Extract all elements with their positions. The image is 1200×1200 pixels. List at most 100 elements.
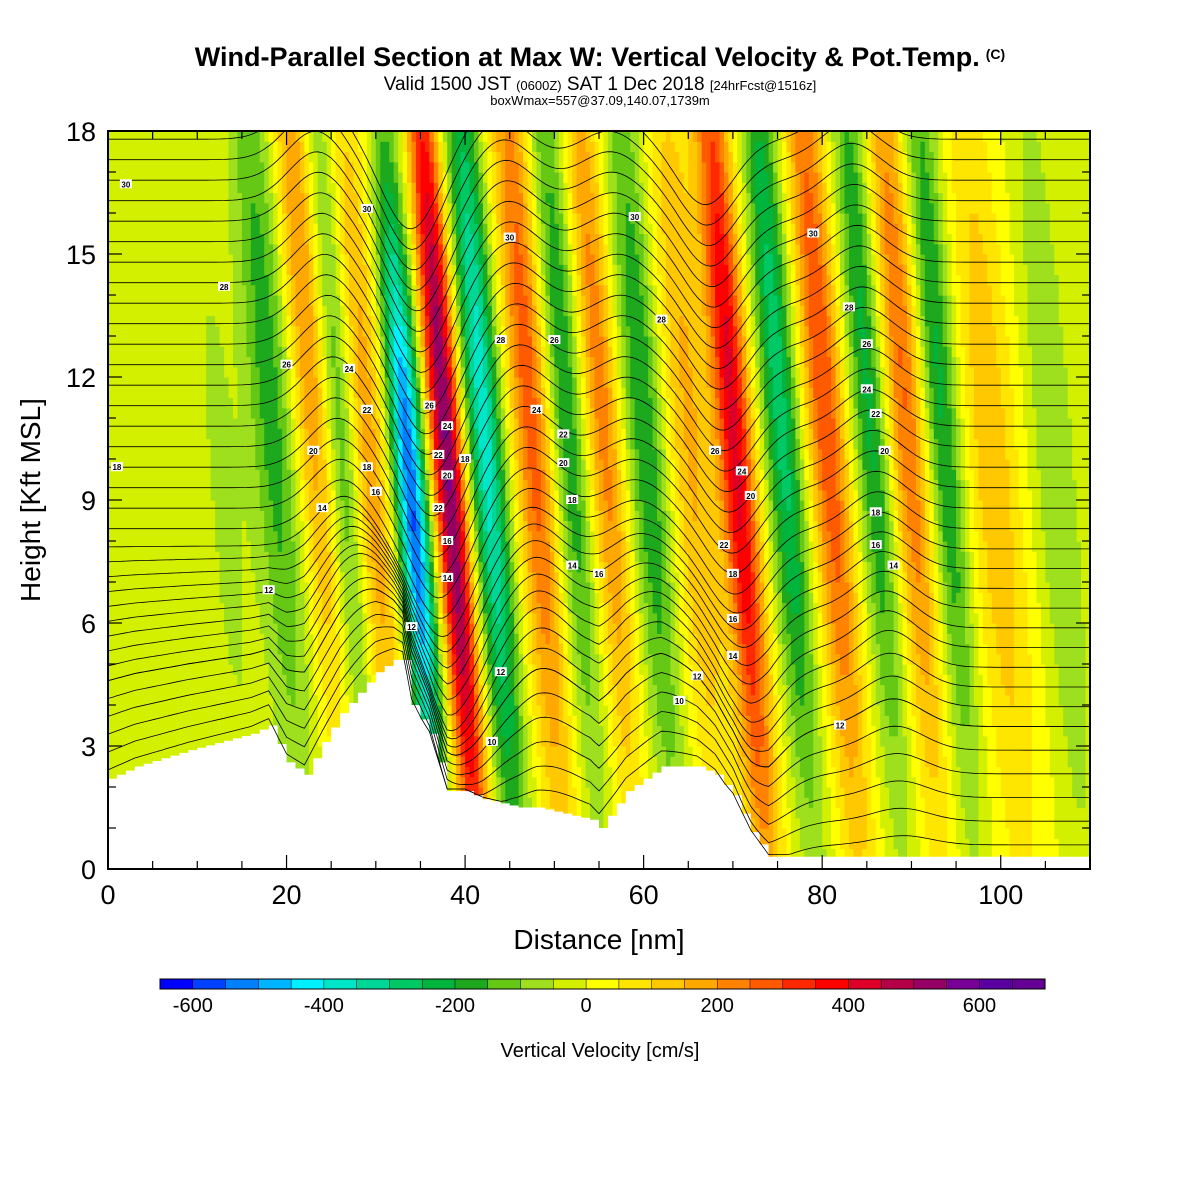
- w-cell: [157, 243, 163, 255]
- w-cell: [349, 448, 355, 460]
- w-cell: [224, 315, 230, 327]
- w-cell: [232, 500, 239, 511]
- w-cell: [237, 571, 243, 583]
- w-cell: [291, 356, 297, 368]
- w-cell: [331, 182, 337, 194]
- w-cell: [237, 469, 243, 481]
- w-cell: [340, 612, 346, 624]
- w-cell: [268, 223, 274, 235]
- w-cell: [362, 479, 368, 491]
- w-cell: [286, 459, 292, 470]
- w-cell: [304, 274, 310, 286]
- w-cell: [112, 172, 118, 183]
- w-cell: [148, 387, 154, 399]
- w-cell: [393, 459, 399, 470]
- w-cell: [291, 336, 297, 347]
- w-cell: [331, 541, 337, 552]
- w-cell: [224, 684, 230, 696]
- w-cell: [130, 561, 136, 573]
- w-cell: [313, 571, 319, 583]
- w-cell: [273, 264, 279, 276]
- w-cell: [130, 684, 136, 696]
- w-cell: [116, 325, 122, 337]
- w-cell: [139, 602, 145, 614]
- w-cell: [366, 418, 372, 429]
- w-cell: [389, 192, 395, 204]
- w-cell: [201, 325, 207, 337]
- w-cell: [322, 592, 328, 604]
- w-cell: [232, 612, 239, 624]
- w-cell: [313, 725, 319, 737]
- w-cell: [259, 653, 265, 665]
- w-cell: [108, 561, 114, 573]
- w-cell: [250, 479, 256, 491]
- w-cell: [344, 243, 350, 255]
- w-cell: [402, 653, 408, 665]
- w-cell: [206, 325, 212, 337]
- w-cell: [157, 561, 163, 573]
- w-cell: [317, 192, 323, 204]
- w-cell: [322, 459, 328, 470]
- w-cell: [250, 571, 256, 583]
- w-cell: [291, 653, 297, 665]
- w-cell: [134, 397, 140, 409]
- w-cell: [224, 182, 230, 194]
- w-cell: [210, 366, 216, 378]
- w-cell: [255, 377, 261, 388]
- w-cell: [268, 356, 274, 368]
- w-cell: [166, 223, 172, 235]
- w-cell: [166, 243, 172, 255]
- w-cell: [201, 510, 207, 522]
- w-cell: [139, 325, 145, 337]
- w-cell: [183, 653, 189, 665]
- w-cell: [130, 377, 136, 388]
- w-cell: [286, 295, 292, 306]
- w-cell: [134, 202, 140, 214]
- w-cell: [157, 264, 163, 276]
- w-cell: [273, 377, 279, 388]
- w-cell: [273, 664, 279, 675]
- w-cell: [357, 510, 364, 522]
- w-cell: [134, 274, 140, 286]
- w-cell: [407, 172, 413, 183]
- w-cell: [228, 295, 234, 306]
- w-cell: [340, 674, 346, 686]
- chart-subtitle-box-wmax: boxWmax=557@37.09,140.07,1739m: [490, 93, 710, 108]
- w-cell: [157, 202, 163, 214]
- w-cell: [344, 274, 350, 286]
- w-cell: [273, 623, 279, 634]
- w-cell: [250, 346, 256, 358]
- w-cell: [108, 202, 114, 214]
- w-cell: [112, 746, 118, 757]
- w-cell: [344, 284, 350, 296]
- w-cell: [228, 489, 234, 501]
- w-cell: [210, 418, 216, 429]
- w-cell: [371, 530, 377, 542]
- w-cell: [130, 213, 136, 224]
- w-cell: [407, 428, 413, 440]
- w-cell: [340, 366, 346, 378]
- w-cell: [121, 551, 127, 563]
- w-cell: [264, 561, 270, 573]
- w-cell: [326, 592, 332, 604]
- w-cell: [250, 264, 256, 276]
- w-cell: [380, 315, 386, 327]
- w-cell: [322, 448, 328, 460]
- w-cell: [219, 541, 225, 552]
- w-cell: [237, 705, 243, 716]
- w-cell: [362, 295, 368, 306]
- w-cell: [259, 489, 265, 501]
- w-cell: [112, 735, 118, 747]
- w-cell: [308, 551, 314, 563]
- w-cell: [326, 172, 332, 183]
- w-cell: [148, 254, 154, 265]
- w-cell: [121, 602, 127, 614]
- w-cell: [192, 161, 198, 173]
- w-cell: [353, 233, 359, 245]
- w-cell: [286, 715, 292, 727]
- w-cell: [407, 346, 413, 358]
- w-cell: [295, 715, 301, 727]
- w-cell: [322, 428, 328, 440]
- w-cell: [366, 541, 372, 552]
- w-cell: [313, 664, 319, 675]
